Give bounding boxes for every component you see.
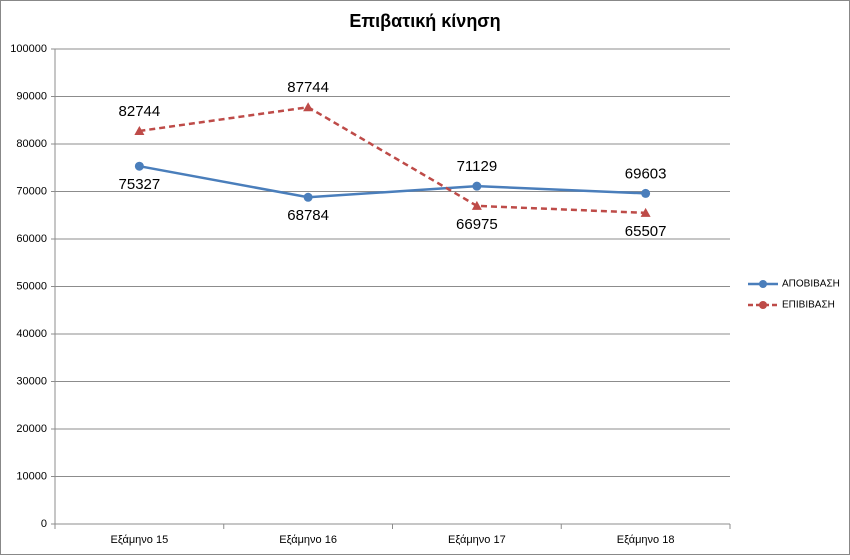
y-tick-label: 100000 [10, 43, 47, 55]
data-label: 65507 [625, 223, 667, 240]
chart-title: Επιβατική κίνηση [349, 11, 500, 31]
data-point [134, 125, 145, 135]
data-point [472, 181, 482, 191]
y-tick-label: 30000 [16, 375, 47, 387]
data-point [303, 192, 313, 202]
data-point [471, 200, 482, 210]
data-label: 87744 [287, 79, 329, 96]
y-tick-label: 70000 [16, 185, 47, 197]
data-point [640, 207, 651, 217]
x-tick-label: Εξάμηνο 15 [111, 534, 169, 546]
y-tick-label: 60000 [16, 233, 47, 245]
data-label: 69603 [625, 165, 667, 182]
series-line [139, 164, 646, 199]
data-label: 82744 [119, 103, 161, 120]
legend-marker [759, 280, 767, 288]
x-tick-label: Εξάμηνο 16 [279, 534, 337, 546]
y-tick-label: 90000 [16, 90, 47, 102]
x-tick-label: Εξάμηνο 17 [448, 534, 506, 546]
legend-marker [759, 301, 767, 309]
y-tick-label: 0 [41, 518, 47, 530]
y-tick-label: 20000 [16, 423, 47, 435]
data-point [303, 102, 314, 112]
data-label: 66975 [456, 216, 498, 233]
x-tick-label: Εξάμηνο 18 [617, 534, 675, 546]
data-label: 75327 [119, 176, 161, 193]
y-tick-label: 80000 [16, 138, 47, 150]
data-point [134, 161, 144, 171]
y-tick-label: 50000 [16, 280, 47, 292]
series-line [139, 105, 646, 215]
legend-label: ΕΠΙΒΙΒΑΣΗ [782, 300, 835, 311]
data-label: 68784 [287, 207, 329, 224]
data-label: 71129 [457, 158, 498, 175]
data-point [641, 188, 651, 198]
legend-label: ΑΠΟΒΙΒΑΣΗ [782, 279, 840, 290]
y-tick-label: 40000 [16, 328, 47, 340]
y-tick-label: 10000 [16, 470, 47, 482]
